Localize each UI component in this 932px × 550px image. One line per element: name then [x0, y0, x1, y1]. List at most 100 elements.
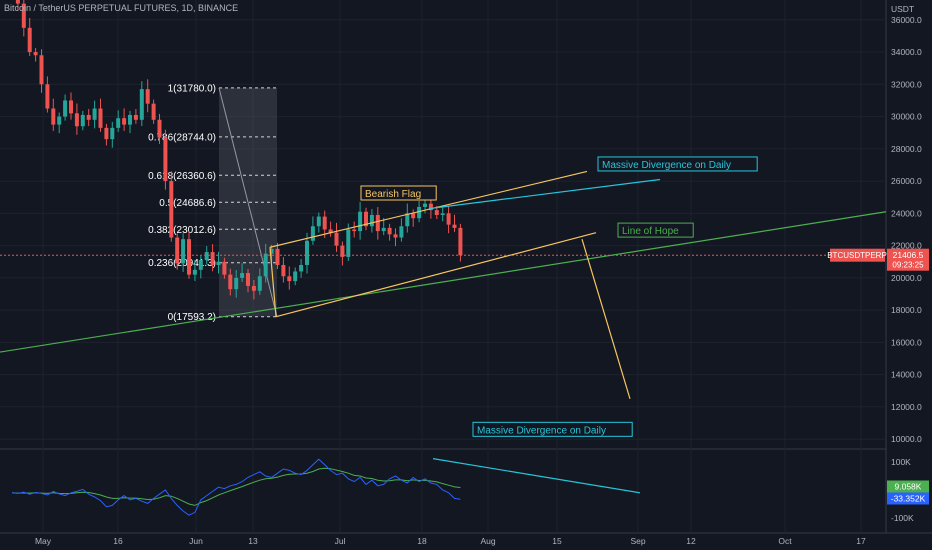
candle-body	[69, 100, 73, 114]
candle-body	[251, 285, 256, 291]
candle-body	[446, 213, 451, 225]
candle-body	[263, 253, 268, 277]
candle-body	[246, 273, 250, 286]
fib-level-label: 0.236(20941.3)	[148, 258, 216, 269]
projection-line[interactable]	[581, 238, 631, 400]
price-tick-label: 26000.0	[891, 176, 922, 186]
candle-body	[92, 108, 97, 120]
time-tick-label: Oct	[778, 536, 792, 546]
candle-body	[358, 211, 363, 232]
candle-body	[269, 248, 274, 254]
price-tick-label: 36000.0	[891, 15, 922, 25]
time-tick-label: Aug	[480, 536, 495, 546]
time-tick-label: 13	[248, 536, 258, 546]
candle-body	[452, 224, 457, 228]
price-tick-label: 28000.0	[891, 144, 922, 154]
symbol-badge-text: BTCUSDTPERP	[827, 251, 887, 260]
candle-body	[80, 114, 85, 127]
fib-level-label: 0.786(28744.0)	[148, 132, 216, 143]
candle-body	[434, 210, 439, 215]
indicator-pane[interactable]: 100K -100K 9.058K -33.352K	[11, 457, 929, 523]
candle-body	[216, 261, 221, 265]
candle-body	[405, 213, 410, 227]
candlestick-series	[0, 0, 886, 300]
price-tick-label: 22000.0	[891, 241, 922, 251]
indicator-tick-label: -100K	[891, 513, 914, 523]
candle-body	[299, 264, 304, 272]
candle-body	[133, 114, 138, 120]
price-tick-label: 18000.0	[891, 305, 922, 315]
candle-body	[110, 127, 115, 140]
fib-level-label: 0(17593.2)	[168, 312, 216, 323]
indicator-tick-label: 100K	[891, 457, 911, 467]
divergence-label-bottom-text: Massive Divergence on Daily	[477, 425, 606, 436]
indicator-value-text: 9.058K	[895, 482, 922, 492]
time-tick-label: 12	[686, 536, 696, 546]
divergence-indicator-line[interactable]	[432, 458, 641, 494]
candle-body	[104, 127, 109, 140]
candle-body	[151, 103, 156, 120]
candle-body	[240, 273, 245, 278]
divergence-label-bottom[interactable]: Massive Divergence on Daily	[472, 421, 633, 437]
candle-body	[122, 118, 127, 125]
fib-level-label: 1(31780.0)	[168, 83, 216, 94]
time-tick-label: 18	[417, 536, 427, 546]
line-of-hope-label-box	[617, 222, 694, 238]
candle-body	[187, 239, 191, 275]
candle-body	[352, 229, 357, 232]
candle-body	[346, 229, 351, 257]
candle-body	[340, 245, 345, 257]
indicator-value-badge	[887, 492, 929, 505]
candle-body	[305, 240, 309, 265]
candle-body	[74, 113, 79, 127]
line-of-hope-trendline[interactable]	[0, 211, 887, 353]
candle-body	[181, 239, 186, 264]
candle-body	[39, 55, 44, 85]
fib-level-label: 0.5(24686.6)	[159, 198, 216, 209]
candle-body	[192, 269, 197, 275]
candle-body	[128, 114, 132, 125]
candle-body	[27, 27, 32, 53]
time-tick-label: 15	[552, 536, 562, 546]
flag-upper-line[interactable]	[269, 170, 588, 248]
candle-body	[145, 89, 150, 104]
candle-body	[234, 277, 239, 290]
candle-body	[328, 229, 333, 233]
candle-body	[375, 214, 380, 232]
candle-body	[364, 211, 368, 227]
time-tick-label: 17	[856, 536, 866, 546]
time-tick-label: Jul	[335, 536, 346, 546]
price-tick-label: 24000.0	[891, 208, 922, 218]
trendline-drawings[interactable]: Bearish Flag Massive Divergence on Daily L…	[0, 156, 929, 437]
fib-level-label: 0.618(26360.6)	[148, 171, 216, 182]
candle-body	[334, 232, 339, 246]
candle-body	[393, 234, 398, 238]
candle-body	[458, 227, 463, 256]
candle-body	[63, 100, 68, 117]
candle-body	[169, 181, 174, 238]
candle-body	[163, 137, 168, 182]
flag-lower-line[interactable]	[275, 232, 597, 318]
candle-body	[399, 226, 404, 238]
candle-body	[139, 89, 144, 120]
candle-body	[198, 260, 203, 270]
time-axis[interactable]: May 16 Jun 13 Jul 18 Aug 15 Sep 12 Oct 17	[35, 0, 866, 546]
candle-body	[86, 114, 91, 120]
divergence-label-top-text: Massive Divergence on Daily	[602, 160, 731, 171]
candle-body	[423, 203, 427, 207]
bearish-flag-label[interactable]: Bearish Flag	[360, 185, 437, 201]
line-of-hope-label[interactable]: Line of Hope	[617, 222, 694, 238]
candle-body	[210, 252, 215, 265]
time-tick-label: 16	[113, 536, 123, 546]
candle-body	[387, 227, 392, 235]
flag-pole-line[interactable]	[269, 247, 277, 317]
time-tick-label: May	[35, 536, 52, 546]
divergence-price-line[interactable]	[429, 178, 661, 210]
bearish-flag-label-box	[360, 185, 437, 201]
divergence-label-bottom-box	[472, 421, 633, 437]
candle-body	[440, 213, 445, 215]
bearish-flag-label-text: Bearish Flag	[365, 189, 421, 200]
divergence-label-top[interactable]: Massive Divergence on Daily	[597, 156, 758, 172]
